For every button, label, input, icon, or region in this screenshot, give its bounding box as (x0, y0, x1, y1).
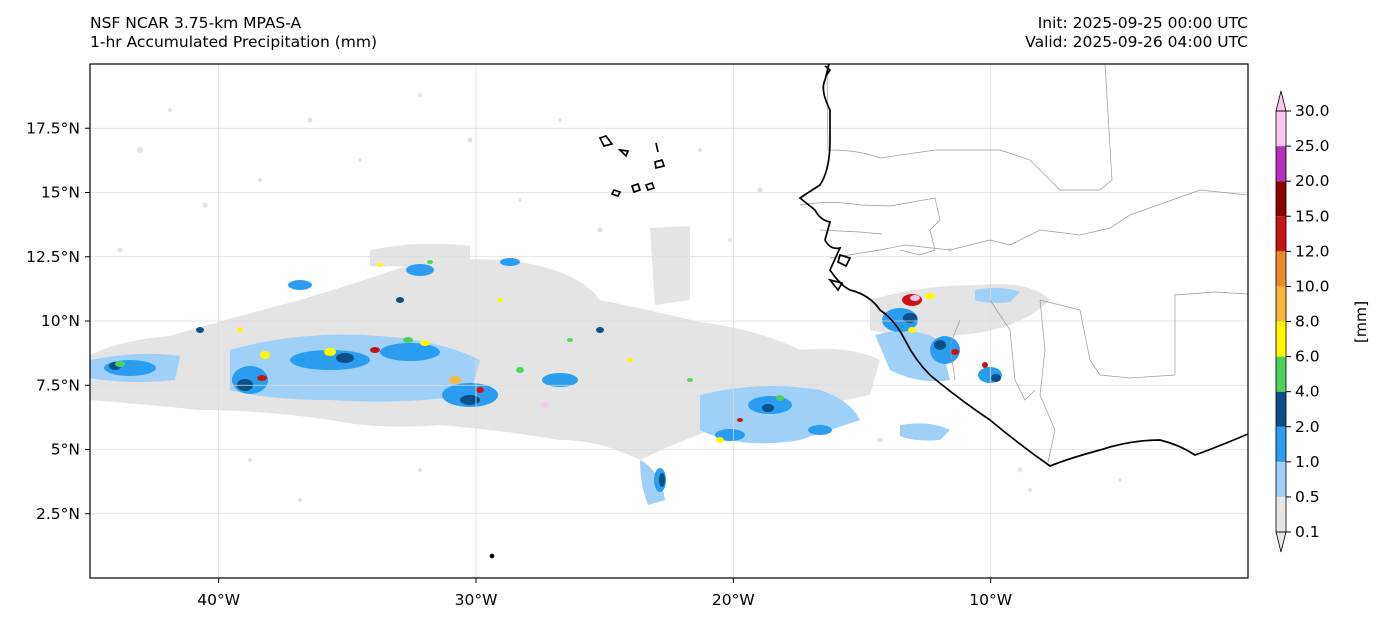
colorbar-level-label: 30.0 (1295, 102, 1330, 120)
colorbar-level-label: 15.0 (1295, 207, 1330, 225)
map-title-right: Init: 2025-09-25 00:00 UTC Valid: 2025-0… (1025, 14, 1248, 52)
valid-time: Valid: 2025-09-26 04:00 UTC (1025, 33, 1248, 51)
colorbar-segment (1276, 146, 1286, 182)
colorbar-level-label: 8.0 (1295, 313, 1320, 331)
lat-tick-label: 5°N (51, 441, 80, 459)
colorbar-extend-min (1275, 531, 1287, 553)
colorbar-level-label: 10.0 (1295, 277, 1330, 295)
lat-tick-label: 10°N (41, 312, 80, 330)
colorbar-level-label: 0.1 (1295, 523, 1320, 541)
colorbar-level-label: 6.0 (1295, 348, 1320, 366)
colorbar-segment (1276, 391, 1286, 427)
colorbar-level-label: 25.0 (1295, 137, 1330, 155)
colorbar-segment (1276, 356, 1286, 392)
colorbar-level-label: 0.5 (1295, 488, 1320, 506)
colorbar: 0.1 0.5 1.0 2.0 4.0 6.0 8.0 10.0 12.0 15.0 20.0 25.… (1275, 90, 1330, 553)
lon-tick-label: 40°W (197, 591, 240, 609)
lon-tick-label: 20°W (712, 591, 755, 609)
lat-tick-label: 7.5°N (36, 376, 80, 394)
colorbar-segment (1276, 251, 1286, 287)
colorbar-level-label: 4.0 (1295, 383, 1320, 401)
lat-tick-label: 12.5°N (26, 248, 80, 266)
init-time: Init: 2025-09-25 00:00 UTC (1037, 14, 1248, 32)
colorbar-segment (1276, 461, 1286, 497)
colorbar-level-label: 20.0 (1295, 172, 1330, 190)
map-plot-area (90, 64, 1248, 578)
colorbar-segment (1276, 426, 1286, 462)
field-name: 1-hr Accumulated Precipitation (mm) (90, 33, 377, 51)
colorbar-level-label: 2.0 (1295, 418, 1320, 436)
lat-tick-label: 17.5°N (26, 119, 80, 137)
lat-tick-label: 2.5°N (36, 505, 80, 523)
colorbar-extend-max (1275, 90, 1287, 112)
lon-tick-label: 10°W (969, 591, 1012, 609)
model-name: NSF NCAR 3.75-km MPAS-A (90, 14, 302, 32)
colorbar-segment (1276, 216, 1286, 252)
country-borders (799, 64, 1248, 463)
lat-tick-label: 15°N (41, 184, 80, 202)
colorbar-unit-label: [mm] (1352, 301, 1370, 343)
colorbar-segment (1276, 496, 1286, 532)
light-precip-speckles (117, 93, 1122, 502)
map-title-left: NSF NCAR 3.75-km MPAS-A 1-hr Accumulated… (90, 14, 377, 52)
colorbar-segment (1276, 321, 1286, 357)
colorbar-level-label: 1.0 (1295, 453, 1320, 471)
colorbar-segment (1276, 286, 1286, 322)
colorbar-segment (1276, 181, 1286, 217)
colorbar-level-label: 12.0 (1295, 242, 1330, 260)
coastlines (489, 64, 1248, 559)
convective-cells (115, 260, 988, 443)
lon-tick-label: 30°W (455, 591, 498, 609)
colorbar-segment (1276, 111, 1286, 147)
longitude-axis: 40°W 30°W 20°W 10°W (197, 578, 1012, 609)
latitude-axis: 17.5°N 15°N 12.5°N 10°N 7.5°N 5°N 2.5°N (26, 119, 90, 523)
